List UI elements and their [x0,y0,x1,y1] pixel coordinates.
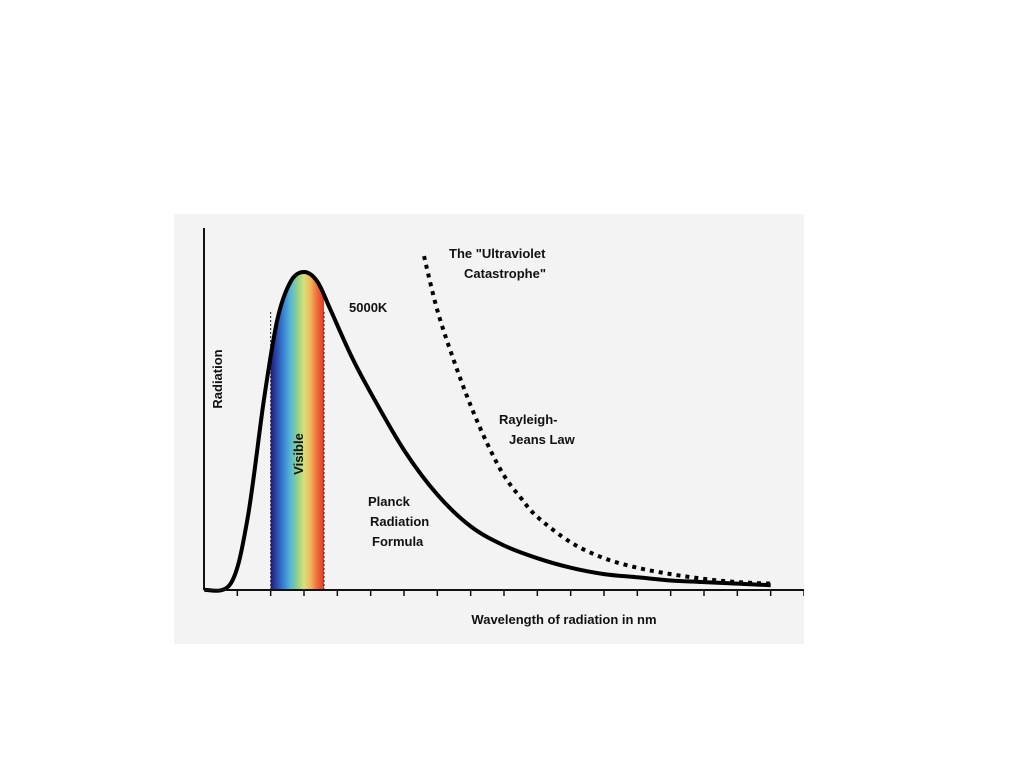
catastrophe-label-line2: Catastrophe" [464,266,546,281]
x-axis-label: Wavelength of radiation in nm [471,612,656,627]
rayleigh-jeans-curve [422,255,771,586]
planck-label-line1: Planck [368,494,411,509]
chart-figure: Radiation Wavelength of radiation in nm … [174,214,805,644]
chart-svg: Radiation Wavelength of radiation in nm … [203,228,805,627]
planck-label-line3: Formula [372,534,424,549]
planck-label-line2: Radiation [370,514,429,529]
rayleigh-jeans-label-line2: Jeans Law [509,432,576,447]
planck-curve [203,269,771,593]
x-axis-ticks [236,590,805,596]
rayleigh-jeans-label-line1: Rayleigh- [499,412,558,427]
temperature-label: 5000K [349,300,388,315]
series-layer [203,255,771,593]
y-axis-label: Radiation [210,349,225,408]
visible-label: Visible [291,433,306,475]
visible-band [270,272,324,590]
catastrophe-label-line1: The "Ultraviolet [449,246,546,261]
